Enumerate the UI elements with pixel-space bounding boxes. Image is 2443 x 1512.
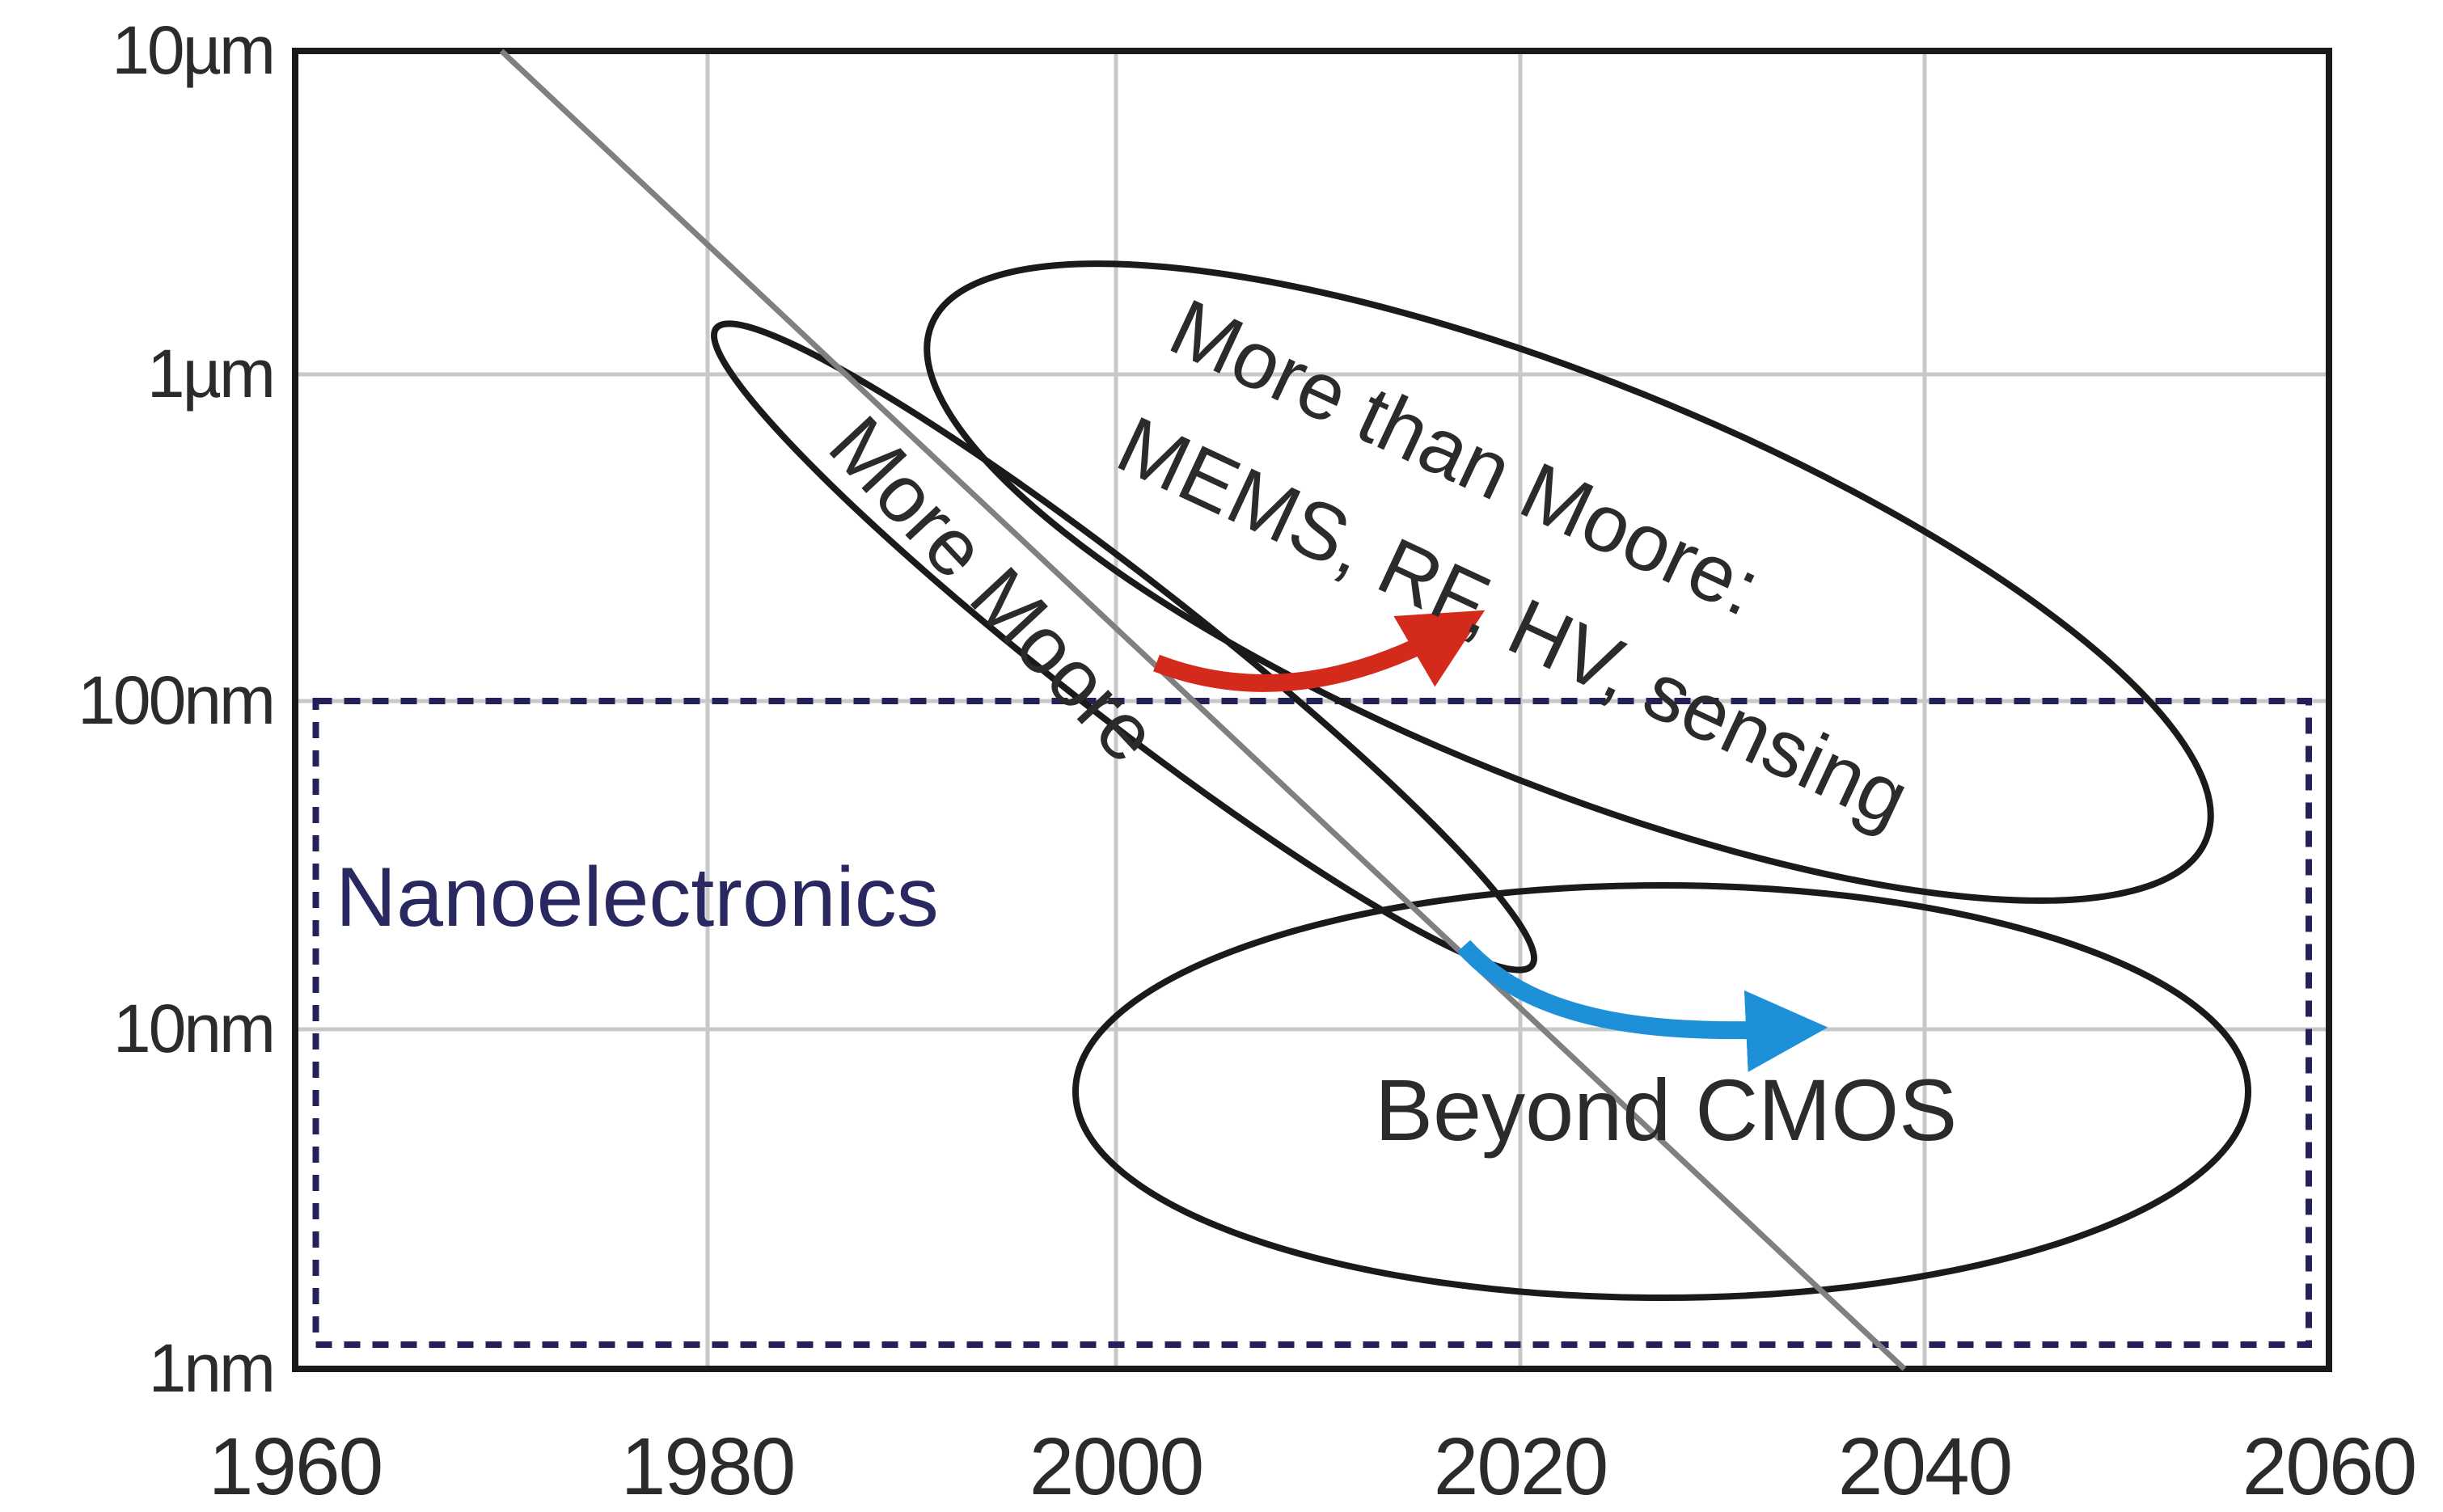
beyond-cmos-ellipse bbox=[1072, 882, 2251, 1301]
y-tick-label: 10µm bbox=[112, 12, 273, 88]
arrow-to-more-than-moore bbox=[1153, 610, 1486, 692]
x-tick-label: 2040 bbox=[1838, 1421, 2011, 1508]
x-tick-label: 1980 bbox=[621, 1421, 794, 1508]
x-tick-label: 2060 bbox=[2242, 1421, 2416, 1508]
y-tick-label: 10nm bbox=[113, 990, 273, 1066]
x-tick-label: 1960 bbox=[209, 1421, 382, 1508]
region-layer: Nanoelectronics bbox=[312, 260, 2312, 1348]
y-tick-label: 1µm bbox=[147, 336, 273, 412]
x-tick-label: 2000 bbox=[1029, 1421, 1202, 1508]
nanoelectronics-region bbox=[312, 698, 2312, 1348]
moore-trend-line bbox=[499, 49, 1907, 1371]
y-tick-label: 1nm bbox=[149, 1330, 273, 1406]
y-tick-label: 100nm bbox=[78, 662, 273, 738]
x-tick-labels: 1960 1980 2000 2020 2040 2060 bbox=[209, 1421, 2417, 1512]
arrow-layer bbox=[1153, 610, 1828, 1072]
nanoelectronics-label: Nanoelectronics bbox=[336, 851, 939, 944]
plot-frame bbox=[292, 48, 2332, 1372]
more-than-moore-ellipse bbox=[924, 260, 2214, 904]
beyond-cmos-label: Beyond CMOS bbox=[1375, 1061, 1957, 1159]
more-moore-ellipse bbox=[710, 320, 1538, 974]
arrow-to-beyond-cmos bbox=[1456, 940, 1828, 1072]
x-tick-label: 2020 bbox=[1434, 1421, 1607, 1508]
y-tick-labels: 10µm 1µm 100nm 10nm 1nm bbox=[78, 12, 276, 1406]
